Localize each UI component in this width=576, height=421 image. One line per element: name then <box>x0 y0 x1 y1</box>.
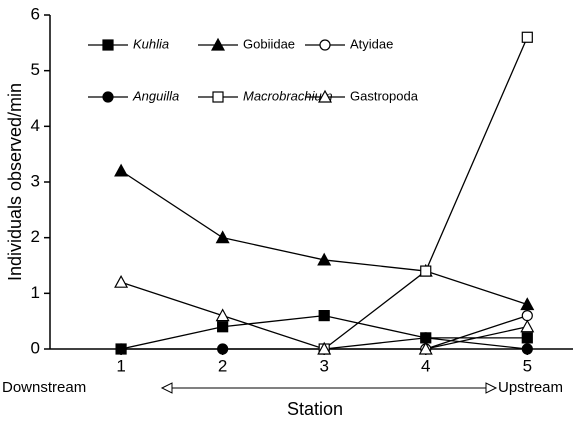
point <box>521 332 533 344</box>
y-tick-label: 5 <box>31 60 40 79</box>
point <box>115 343 127 355</box>
legend-marker <box>210 37 226 51</box>
point <box>217 321 229 333</box>
legend-marker <box>319 39 331 51</box>
point <box>215 308 230 322</box>
legend-label: Macrobrachium <box>243 88 333 103</box>
series-line <box>120 170 528 306</box>
x-tick-label: 4 <box>421 356 430 375</box>
y-tick-label: 0 <box>31 338 40 357</box>
point <box>317 341 332 355</box>
point <box>521 310 533 322</box>
y-tick-label: 3 <box>31 171 40 190</box>
point <box>317 252 332 266</box>
x-tick-label: 2 <box>218 356 227 375</box>
point <box>521 343 533 355</box>
point <box>521 31 533 43</box>
point <box>114 163 129 177</box>
x-tick-label: 5 <box>523 356 532 375</box>
legend-label: Atyidae <box>350 36 393 51</box>
point <box>215 230 230 244</box>
point <box>420 332 432 344</box>
y-tick-label: 4 <box>31 116 40 135</box>
y-tick-label: 1 <box>31 283 40 302</box>
legend-marker <box>102 39 114 51</box>
annotation: Downstream <box>2 379 86 396</box>
point <box>114 274 129 288</box>
legend-label: Anguilla <box>132 88 179 103</box>
legend-marker <box>102 91 114 103</box>
legend-label: Gobiidae <box>243 36 295 51</box>
x-axis-title: Station <box>287 399 343 419</box>
point <box>520 297 535 311</box>
legend-marker <box>317 89 333 103</box>
point <box>520 319 535 333</box>
x-tick-label: 1 <box>116 356 125 375</box>
point <box>318 310 330 322</box>
legend-marker <box>212 91 224 103</box>
point <box>420 265 432 277</box>
annotation: Upstream <box>498 379 563 396</box>
y-axis-title: Individuals observed/min <box>5 83 25 281</box>
y-tick-label: 2 <box>31 227 40 246</box>
legend-label: Kuhlia <box>133 36 169 51</box>
y-tick-label: 6 <box>31 4 40 23</box>
x-tick-label: 3 <box>319 356 328 375</box>
legend-label: Gastropoda <box>350 88 419 103</box>
direction-arrow <box>160 382 498 394</box>
series-line <box>323 37 528 350</box>
point <box>217 343 229 355</box>
point <box>418 341 433 355</box>
series-line <box>425 314 528 350</box>
